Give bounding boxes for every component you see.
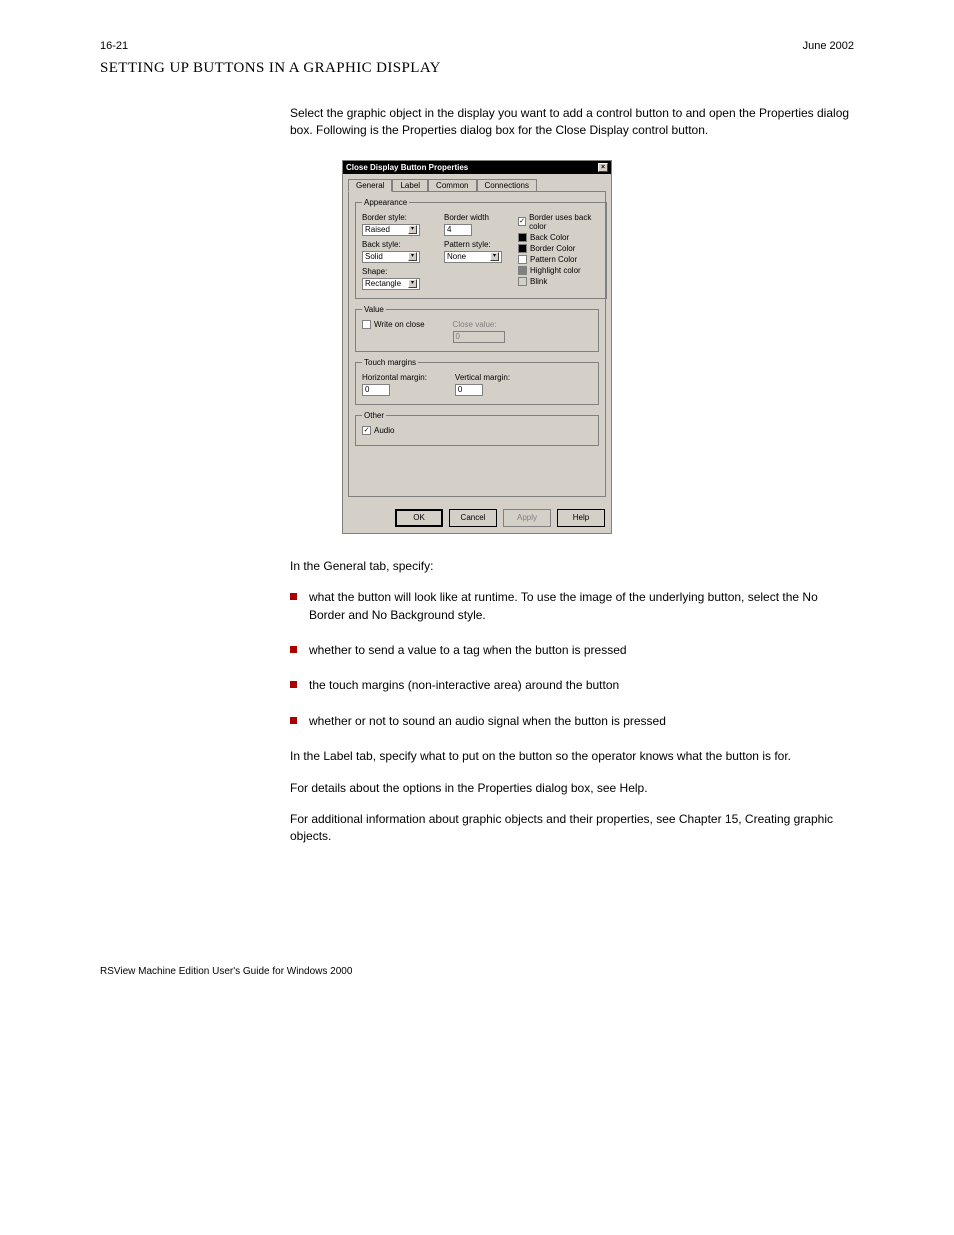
ok-button[interactable]: OK [395,509,443,527]
bullet-4: whether or not to sound an audio signal … [290,713,854,730]
section-title: SETTING UP BUTTONS IN A GRAPHIC DISPLAY [100,60,854,77]
label-horiz-margin: Horizontal margin: [362,373,427,382]
shape-select[interactable]: Rectangle▾ [362,278,420,290]
label-border-width: Border width [444,213,506,222]
chevron-down-icon: ▾ [408,279,417,288]
border-color[interactable]: Border Color [518,244,600,253]
dialog-titlebar: Close Display Button Properties × [343,161,611,174]
apply-button: Apply [503,509,551,527]
bullet-2: whether to send a value to a tag when th… [290,642,854,659]
bullet-icon [290,681,297,688]
group-appearance: Appearance Border style: Raised▾ Back st… [355,198,607,299]
check-audio[interactable]: ✓Audio [362,426,592,435]
page-date: June 2002 [803,40,854,52]
legend-other: Other [362,411,386,420]
para-label-tab: In the Label tab, specify what to put on… [290,748,854,765]
page-header: 16-21 June 2002 [100,40,854,52]
check-write-on-close[interactable]: Write on close [362,320,425,329]
label-border-style: Border style: [362,213,432,222]
pattern-color[interactable]: Pattern Color [518,255,600,264]
help-button[interactable]: Help [557,509,605,527]
back-style-select[interactable]: Solid▾ [362,251,420,263]
pattern-style-select[interactable]: None▾ [444,251,502,263]
label-close-value: Close value: [453,320,505,329]
para-ch15: For additional information about graphic… [290,811,854,846]
label-pattern-style: Pattern style: [444,240,506,249]
bullet-3: the touch margins (non-interactive area)… [290,677,854,694]
chevron-down-icon: ▾ [408,252,417,261]
legend-appearance: Appearance [362,198,409,207]
legend-touch: Touch margins [362,358,418,367]
dialog-title: Close Display Button Properties [346,163,468,172]
label-shape: Shape: [362,267,432,276]
bullet-1: what the button will look like at runtim… [290,589,854,624]
label-back-style: Back style: [362,240,432,249]
legend-value: Value [362,305,386,314]
vert-margin-input[interactable]: 0 [455,384,483,396]
close-icon[interactable]: × [598,163,608,172]
chevron-down-icon: ▾ [490,252,499,261]
list-intro: In the General tab, specify: [290,558,854,575]
group-touch-margins: Touch margins Horizontal margin: 0 Verti… [355,358,599,405]
check-border-uses-back[interactable]: ✓Border uses back color [518,213,600,231]
cancel-button[interactable]: Cancel [449,509,497,527]
border-style-select[interactable]: Raised▾ [362,224,420,236]
tab-general[interactable]: General [348,179,392,192]
group-other: Other ✓Audio [355,411,599,446]
para-help: For details about the options in the Pro… [290,780,854,797]
bullet-icon [290,593,297,600]
properties-dialog: Close Display Button Properties × Genera… [342,160,612,534]
close-value-input: 0 [453,331,505,343]
highlight-color[interactable]: Highlight color [518,266,600,275]
intro-text: Select the graphic object in the display… [290,105,854,140]
check-blink[interactable]: Blink [518,277,600,286]
tab-strip: General Label Common Connections [348,178,606,191]
horiz-margin-input[interactable]: 0 [362,384,390,396]
bullet-icon [290,717,297,724]
back-color[interactable]: Back Color [518,233,600,242]
label-vert-margin: Vertical margin: [455,373,510,382]
chevron-down-icon: ▾ [408,225,417,234]
page-number: 16-21 [100,40,128,52]
bullet-icon [290,646,297,653]
border-width-input[interactable]: 4 [444,224,472,236]
group-value: Value Write on close Close value: 0 [355,305,599,352]
footer-text: RSView Machine Edition User's Guide for … [100,966,854,977]
